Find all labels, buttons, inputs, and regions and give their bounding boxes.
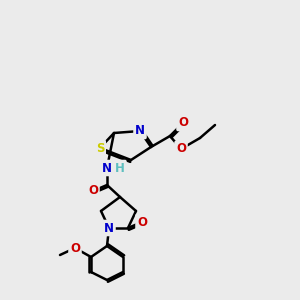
Text: H: H <box>115 161 125 175</box>
Text: O: O <box>178 116 188 130</box>
Text: O: O <box>137 215 147 229</box>
Text: O: O <box>176 142 186 155</box>
Text: N: N <box>102 161 112 175</box>
Text: N: N <box>104 221 114 235</box>
Text: O: O <box>70 242 80 254</box>
Text: O: O <box>88 184 98 197</box>
Text: S: S <box>96 142 104 154</box>
Text: N: N <box>135 124 145 137</box>
